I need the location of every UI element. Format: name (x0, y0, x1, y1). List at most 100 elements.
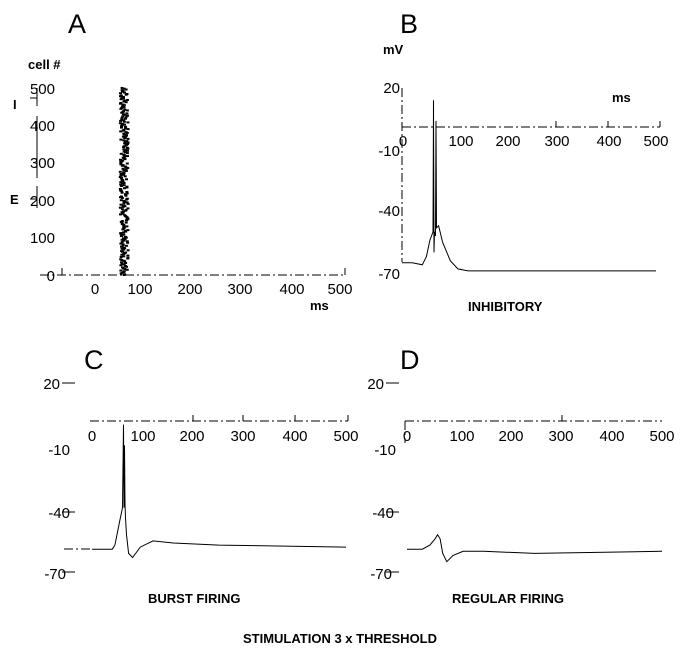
panel-b-xlabel: ms (612, 90, 631, 105)
raster-spike (119, 174, 123, 177)
raster-spike (126, 241, 130, 244)
raster-spike (125, 93, 129, 95)
raster-spike (124, 101, 128, 104)
panel-a-ytick-0: 0 (47, 268, 55, 285)
raster-spike (122, 145, 126, 148)
raster-spike (126, 155, 129, 158)
panel-b-letter: B (400, 9, 418, 39)
raster-spike (122, 259, 126, 262)
raster-spike (126, 149, 129, 152)
raster-spike (120, 124, 124, 127)
raster-spike (120, 197, 124, 199)
raster-spike (124, 170, 128, 172)
panel-b-xtick-400: 400 (596, 133, 621, 150)
raster-spike (121, 266, 124, 269)
raster-spike (123, 113, 127, 116)
panel-a-xtick-400: 400 (279, 281, 304, 298)
raster-spike (118, 206, 122, 209)
raster-spike (119, 138, 123, 141)
raster-spike (121, 115, 125, 118)
panel-a-group-top: I (13, 97, 17, 112)
raster-spike (118, 170, 122, 173)
raster-spike (124, 244, 128, 247)
raster-spike (120, 191, 124, 194)
raster-spike (121, 210, 125, 213)
raster-spike (125, 134, 128, 137)
panel-a-ytick-100: 100 (30, 230, 55, 247)
raster-spike (121, 159, 125, 162)
raster-spike (122, 153, 126, 156)
panel-d-caption: REGULAR FIRING (452, 591, 564, 606)
raster-spike (119, 203, 123, 206)
raster-spike (120, 234, 124, 237)
raster-spike (126, 137, 130, 140)
panel-b-ytick-neg70: -70 (378, 266, 400, 283)
raster-spike (125, 112, 129, 115)
raster-spike (122, 270, 126, 273)
raster-spike (122, 110, 126, 113)
raster-spike (121, 119, 125, 122)
raster-spike (118, 176, 122, 178)
raster-spike (121, 103, 125, 106)
panel-a-group-bottom: E (10, 192, 19, 207)
raster-spike (122, 139, 126, 142)
panel-c: C BURST FIRING 20 -10 -40 -70 0 100 200 … (43, 345, 358, 606)
panel-a-xtick-200: 200 (177, 281, 202, 298)
panel-b-xtick-100: 100 (448, 133, 473, 150)
raster-spike (123, 142, 127, 145)
raster-spike (121, 96, 125, 98)
raster-spike (122, 263, 126, 266)
panel-a-ytick-400: 400 (30, 118, 55, 135)
panel-a-ylabel: cell # (28, 57, 61, 72)
raster-spike (124, 168, 128, 171)
raster-spike (119, 269, 123, 272)
raster-spike (118, 188, 122, 190)
raster-spike (121, 167, 125, 170)
panel-c-letter: C (84, 345, 104, 375)
panel-d-xtick-0: 0 (403, 428, 411, 445)
raster-spike (124, 235, 127, 238)
raster-spike (119, 242, 123, 245)
raster-spike (119, 130, 123, 133)
raster-spike (122, 233, 126, 236)
raster-spike (122, 150, 126, 153)
raster-spike (124, 221, 128, 224)
panel-d-voltage-trace (407, 533, 663, 563)
raster-spike (120, 261, 123, 264)
raster-spike (126, 121, 130, 124)
raster-spike (119, 173, 123, 175)
raster-spike (125, 197, 129, 200)
raster-spike (123, 247, 127, 250)
raster-spike (126, 254, 130, 257)
raster-spike (124, 125, 128, 128)
raster-spike (121, 113, 125, 116)
panel-d-xtick-300: 300 (548, 428, 573, 445)
raster-spike (122, 171, 126, 174)
raster-spike (123, 229, 127, 232)
panel-c-xtick-100: 100 (130, 428, 155, 445)
panel-c-ytick-20: 20 (43, 376, 60, 393)
raster-spike (120, 262, 124, 265)
raster-spike (119, 152, 123, 155)
raster-spike (122, 231, 125, 234)
raster-spike (123, 136, 127, 139)
panel-c-xtick-200: 200 (179, 428, 204, 445)
panel-c-ytick-neg70: -70 (44, 566, 66, 583)
raster-spike (126, 202, 130, 205)
panel-d-xtick-100: 100 (449, 428, 474, 445)
raster-spike (122, 226, 126, 229)
raster-spike (120, 222, 124, 225)
raster-spike (124, 208, 128, 211)
panel-b-ylabel: mV (383, 42, 404, 57)
raster-spike (122, 199, 126, 202)
panel-b-ytick-neg10: -10 (378, 143, 400, 160)
raster-spike (124, 88, 128, 91)
raster-spike (125, 185, 129, 188)
raster-spike (120, 107, 124, 110)
raster-spike (123, 273, 127, 276)
raster-spike (119, 199, 123, 202)
raster-spike (120, 241, 124, 244)
panel-a-group-bracket (30, 88, 38, 208)
raster-spike (121, 164, 125, 166)
